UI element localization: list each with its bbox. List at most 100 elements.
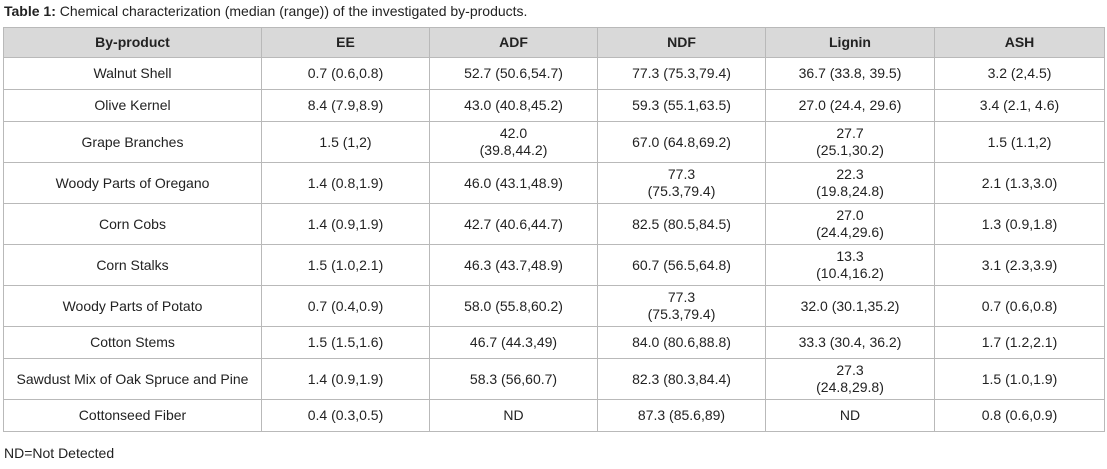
cell-lignin: 13.3 (10.4,16.2) xyxy=(765,244,935,286)
cell-ndf: 67.0 (64.8,69.2) xyxy=(597,121,766,163)
cell-lignin-line: 27.0 (24.4, 29.6) xyxy=(798,97,902,113)
cell-ndf-line: 77.3 xyxy=(667,166,696,182)
cell-ndf-line: 77.3 (75.3,79.4) xyxy=(632,65,731,81)
cell-lignin-line: 27.0 xyxy=(836,207,864,223)
cell-adf: 43.0 (40.8,45.2) xyxy=(429,89,598,122)
cell-ee-line: 1.4 (0.9,1.9) xyxy=(307,215,384,232)
cell-ee: 1.5 (1.0,2.1) xyxy=(261,244,430,286)
cell-ash-line: 0.8 (0.6,0.9) xyxy=(981,407,1058,423)
cell-lignin: 22.3 (19.8,24.8) xyxy=(765,162,935,204)
cell-byproduct: Cottonseed Fiber xyxy=(3,399,262,432)
cell-ndf-line: 77.3 xyxy=(667,289,696,305)
table-row: Woody Parts of Potato 0.7 (0.4,0.9) 58.0 (… xyxy=(3,285,1105,327)
cell-adf-line: 52.7 (50.6,54.7) xyxy=(464,65,563,81)
cell-ash-line: 3.2 (2,4.5) xyxy=(987,65,1052,81)
cell-ash: 0.7 (0.6,0.8) xyxy=(934,285,1105,327)
cell-adf-line: (39.8,44.2) xyxy=(479,142,548,158)
cell-lignin: ND xyxy=(765,399,935,432)
cell-adf-line: 42.0 xyxy=(499,125,528,141)
cell-lignin-line: 33.3 (30.4, 36.2) xyxy=(798,334,902,350)
cell-ee: 0.7 (0.6,0.8) xyxy=(261,57,430,90)
cell-ee-line: 1.4 (0.9,1.9) xyxy=(307,370,384,387)
cell-byproduct: Corn Stalks xyxy=(3,244,262,286)
cell-byproduct: Corn Cobs xyxy=(3,203,262,245)
cell-ee: 1.5 (1,2) xyxy=(261,121,430,163)
cell-byproduct: Sawdust Mix of Oak Spruce and Pine xyxy=(3,358,262,400)
cell-ash: 0.8 (0.6,0.9) xyxy=(934,399,1105,432)
cell-ee-line: 1.5 (1.5,1.6) xyxy=(307,334,384,350)
cell-ash-line: 3.1 (2.3,3.9) xyxy=(981,256,1058,273)
table-caption-label: Table 1: xyxy=(4,3,56,19)
cell-adf: 46.0 (43.1,48.9) xyxy=(429,162,598,204)
cell-ash-line: 1.3 (0.9,1.8) xyxy=(981,215,1058,232)
cell-adf: ND xyxy=(429,399,598,432)
cell-adf-line: 46.0 (43.1,48.9) xyxy=(464,174,563,191)
cell-byproduct: Woody Parts of Oregano xyxy=(3,162,262,204)
table-caption: Table 1: Chemical characterization (medi… xyxy=(4,2,527,20)
cell-ee: 0.7 (0.4,0.9) xyxy=(261,285,430,327)
cell-ee: 8.4 (7.9,8.9) xyxy=(261,89,430,122)
cell-ndf-line: 60.7 (56.5,64.8) xyxy=(632,256,731,273)
cell-ndf-line: 87.3 (85.6,89) xyxy=(637,407,726,423)
header-ndf: NDF xyxy=(597,27,766,58)
cell-ash-line: 2.1 (1.3,3.0) xyxy=(981,174,1058,191)
cell-ash: 1.5 (1.1,2) xyxy=(934,121,1105,163)
table-row: Sawdust Mix of Oak Spruce and Pine 1.4 (0… xyxy=(3,358,1105,400)
table-row: Cotton Stems 1.5 (1.5,1.6) 46.7 (44.3,49) 8… xyxy=(3,326,1105,359)
header-ash: ASH xyxy=(934,27,1105,58)
cell-ash-line: 1.7 (1.2,2.1) xyxy=(981,334,1058,350)
table-row: Cottonseed Fiber 0.4 (0.3,0.5) ND 87.3 (85.… xyxy=(3,399,1105,432)
cell-ndf: 59.3 (55.1,63.5) xyxy=(597,89,766,122)
cell-lignin: 27.0 (24.4,29.6) xyxy=(765,203,935,245)
header-ee: EE xyxy=(261,27,430,58)
cell-ash: 2.1 (1.3,3.0) xyxy=(934,162,1105,204)
cell-ndf-line: 67.0 (64.8,69.2) xyxy=(632,133,731,150)
cell-ee-line: 0.4 (0.3,0.5) xyxy=(307,407,384,423)
cell-ee: 1.4 (0.9,1.9) xyxy=(261,358,430,400)
cell-ash: 1.7 (1.2,2.1) xyxy=(934,326,1105,359)
cell-lignin-line: 36.7 (33.8, 39.5) xyxy=(798,65,902,81)
cell-lignin-line: (24.4,29.6) xyxy=(816,224,884,240)
cell-lignin-line: 32.0 (30.1,35.2) xyxy=(800,297,900,314)
cell-byproduct: Woody Parts of Potato xyxy=(3,285,262,327)
cell-lignin: 27.7 (25.1,30.2) xyxy=(765,121,935,163)
cell-ash-line: 1.5 (1.0,1.9) xyxy=(981,370,1058,387)
cell-ndf-line: 59.3 (55.1,63.5) xyxy=(632,97,731,113)
cell-ee: 1.5 (1.5,1.6) xyxy=(261,326,430,359)
cell-ndf: 84.0 (80.6,88.8) xyxy=(597,326,766,359)
cell-byproduct: Walnut Shell xyxy=(3,57,262,90)
cell-lignin-line: 13.3 xyxy=(836,248,864,264)
cell-ndf: 60.7 (56.5,64.8) xyxy=(597,244,766,286)
table-row: Grape Branches 1.5 (1,2) 42.0 (39.8,44.2) 67… xyxy=(3,121,1105,163)
cell-adf-line: ND xyxy=(503,407,524,423)
cell-lignin-line: (10.4,16.2) xyxy=(816,265,884,281)
header-lignin: Lignin xyxy=(765,27,935,58)
cell-adf: 42.7 (40.6,44.7) xyxy=(429,203,598,245)
cell-ash-line: 1.5 (1.1,2) xyxy=(987,133,1052,150)
cell-ndf: 77.3 (75.3,79.4) xyxy=(597,57,766,90)
table-row: Corn Cobs 1.4 (0.9,1.9) 42.7 (40.6,44.7) 82… xyxy=(3,203,1105,245)
cell-adf-line: 42.7 (40.6,44.7) xyxy=(464,215,563,232)
cell-lignin: 27.3 (24.8,29.8) xyxy=(765,358,935,400)
cell-ee-line: 1.5 (1,2) xyxy=(319,133,372,150)
table-row: Walnut Shell 0.7 (0.6,0.8) 52.7 (50.6,54.7… xyxy=(3,57,1105,90)
cell-ndf-line: (75.3,79.4) xyxy=(647,306,716,322)
cell-lignin: 33.3 (30.4, 36.2) xyxy=(765,326,935,359)
table-footnote: ND=Not Detected xyxy=(4,445,115,461)
characterization-table: By-product EE ADF NDF Lignin ASH Walnut … xyxy=(3,27,1105,432)
table-row: Corn Stalks 1.5 (1.0,2.1) 46.3 (43.7,48.9)… xyxy=(3,244,1105,286)
cell-ndf: 77.3 (75.3,79.4) xyxy=(597,285,766,327)
cell-ee-line: 1.5 (1.0,2.1) xyxy=(307,256,384,273)
cell-ee-line: 8.4 (7.9,8.9) xyxy=(307,97,384,113)
cell-adf: 46.7 (44.3,49) xyxy=(429,326,598,359)
cell-ee-line: 0.7 (0.6,0.8) xyxy=(307,65,384,81)
cell-ash: 3.2 (2,4.5) xyxy=(934,57,1105,90)
cell-byproduct: Cotton Stems xyxy=(3,326,262,359)
cell-lignin-line: 27.3 xyxy=(836,362,864,378)
cell-lignin-line: (24.8,29.8) xyxy=(816,379,884,395)
cell-ee-line: 1.4 (0.8,1.9) xyxy=(307,174,384,191)
cell-adf: 58.3 (56,60.7) xyxy=(429,358,598,400)
cell-adf-line: 58.3 (56,60.7) xyxy=(469,370,558,387)
cell-adf-line: 43.0 (40.8,45.2) xyxy=(464,97,563,113)
cell-ash: 1.3 (0.9,1.8) xyxy=(934,203,1105,245)
